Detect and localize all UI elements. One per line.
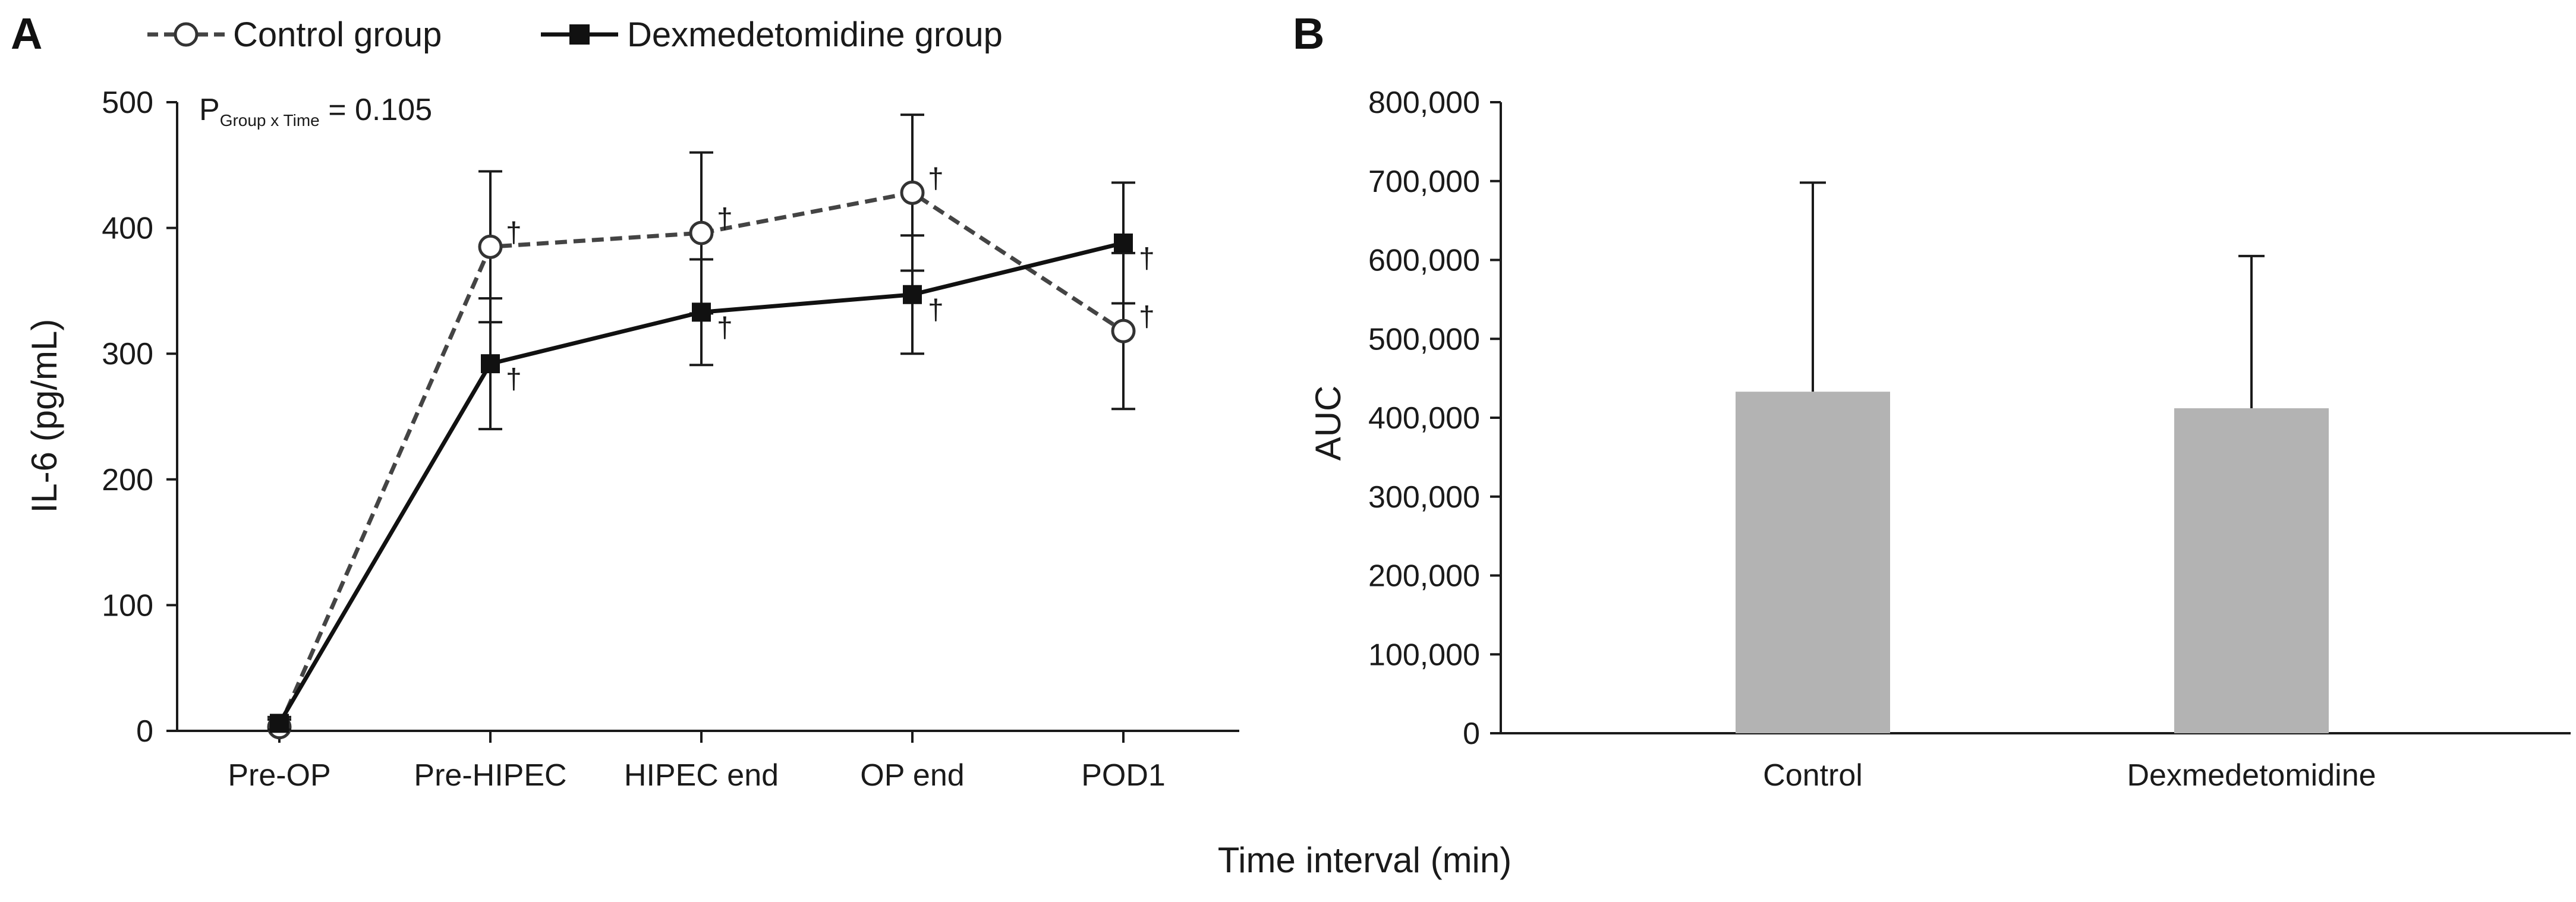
significance-mark: † — [506, 364, 522, 395]
panel-label-b: B — [1293, 9, 1324, 58]
panel-a-axes — [176, 102, 1239, 732]
significance-mark: † — [928, 295, 944, 326]
legend: Control group Dexmedetomidine group — [147, 15, 1003, 54]
bar-dexmedetomidine — [2174, 408, 2329, 733]
panel-a-x-tick-label-pre-op: Pre-OP — [228, 758, 330, 793]
significance-mark: † — [1139, 243, 1155, 275]
panel-b-y-tick-label: 600,000 — [1368, 244, 1480, 278]
panel-b-x-tick-label-dexmedetomidine: Dexmedetomidine — [2127, 758, 2376, 793]
p-value-symbol: P — [199, 93, 220, 127]
panel-a-y-tick-label: 0 — [136, 714, 153, 749]
panel-b-x-tick-label-control: Control — [1763, 758, 1863, 793]
significance-mark: † — [928, 163, 944, 194]
panel-a-x-tick-label-hipec-end: HIPEC end — [624, 758, 779, 793]
panel-a-series: † † † † † † † † — [267, 113, 1155, 740]
panel-b-y-tick-label: 500,000 — [1368, 322, 1480, 357]
panel-a-y-ticks: 0 100 200 300 400 500 — [102, 86, 177, 749]
panel-b-y-axis-title: AUC — [1308, 386, 1348, 461]
panel-b-y-tick-label: 0 — [1463, 717, 1480, 751]
panel-a-x-tick-label-pre-hipec: Pre-HIPEC — [414, 758, 566, 793]
x-axis-title: Time interval (min) — [1218, 840, 1512, 880]
panel-a-y-tick-label: 300 — [102, 337, 153, 371]
panel-b-bars: Control Dexmedetomidine — [1736, 181, 2376, 793]
data-point-control — [689, 220, 714, 245]
legend-marker-dexmedetomidine — [569, 24, 590, 45]
panel-a-y-axis-title: IL-6 (pg/mL) — [24, 319, 64, 513]
data-point-control — [478, 234, 503, 259]
legend-marker-control — [174, 22, 199, 47]
panel-a-y-tick-label: 400 — [102, 212, 153, 246]
series-dexmedetomidine: † † † † — [267, 181, 1155, 733]
data-point-dexmedetomidine — [1114, 233, 1133, 253]
significance-mark: † — [1139, 301, 1155, 333]
panel-b-y-tick-label: 200,000 — [1368, 559, 1480, 594]
panel-b-y-tick-label: 300,000 — [1368, 480, 1480, 515]
bar-control — [1736, 392, 1890, 733]
panel-a-y-tick-label: 100 — [102, 588, 153, 623]
panel-b-axes — [1500, 102, 2571, 734]
panel-b-y-tick-label: 800,000 — [1368, 86, 1480, 120]
panel-b-y-tick-label: 700,000 — [1368, 165, 1480, 199]
panel-a-y-tick-label: 500 — [102, 86, 153, 120]
p-value-annotation: PGroup x Time = 0.105 — [199, 93, 432, 130]
significance-mark: † — [717, 203, 733, 235]
panel-a-x-ticks: Pre-OP Pre-HIPEC HIPEC end OP end POD1 — [228, 731, 1166, 793]
data-point-dexmedetomidine — [903, 285, 922, 304]
data-point-dexmedetomidine — [270, 714, 289, 733]
panel-a-y-tick-label: 200 — [102, 463, 153, 497]
legend-label-dexmedetomidine: Dexmedetomidine group — [627, 15, 1003, 54]
panel-label-a: A — [11, 9, 42, 58]
panel-b-y-ticks: 0 100,000 200,000 300,000 400,000 500,000 600,… — [1368, 86, 1501, 751]
p-value-number: = 0.105 — [320, 93, 432, 127]
data-point-dexmedetomidine — [692, 302, 711, 322]
data-point-control — [900, 180, 925, 205]
significance-mark: † — [506, 217, 522, 248]
panel-a-x-tick-label-pod1: POD1 — [1081, 758, 1166, 793]
panel-a-x-tick-label-op-end: OP end — [860, 758, 964, 793]
p-value-subscript: Group x Time — [220, 111, 320, 130]
panel-b-y-tick-label: 400,000 — [1368, 401, 1480, 436]
panel-b-y-tick-label: 100,000 — [1368, 638, 1480, 672]
series-control: † † † † — [267, 113, 1155, 740]
data-point-dexmedetomidine — [481, 354, 500, 374]
series-line-control — [277, 190, 1125, 728]
data-point-control — [1111, 318, 1136, 343]
significance-mark: † — [717, 312, 733, 343]
legend-label-control: Control group — [233, 15, 442, 54]
